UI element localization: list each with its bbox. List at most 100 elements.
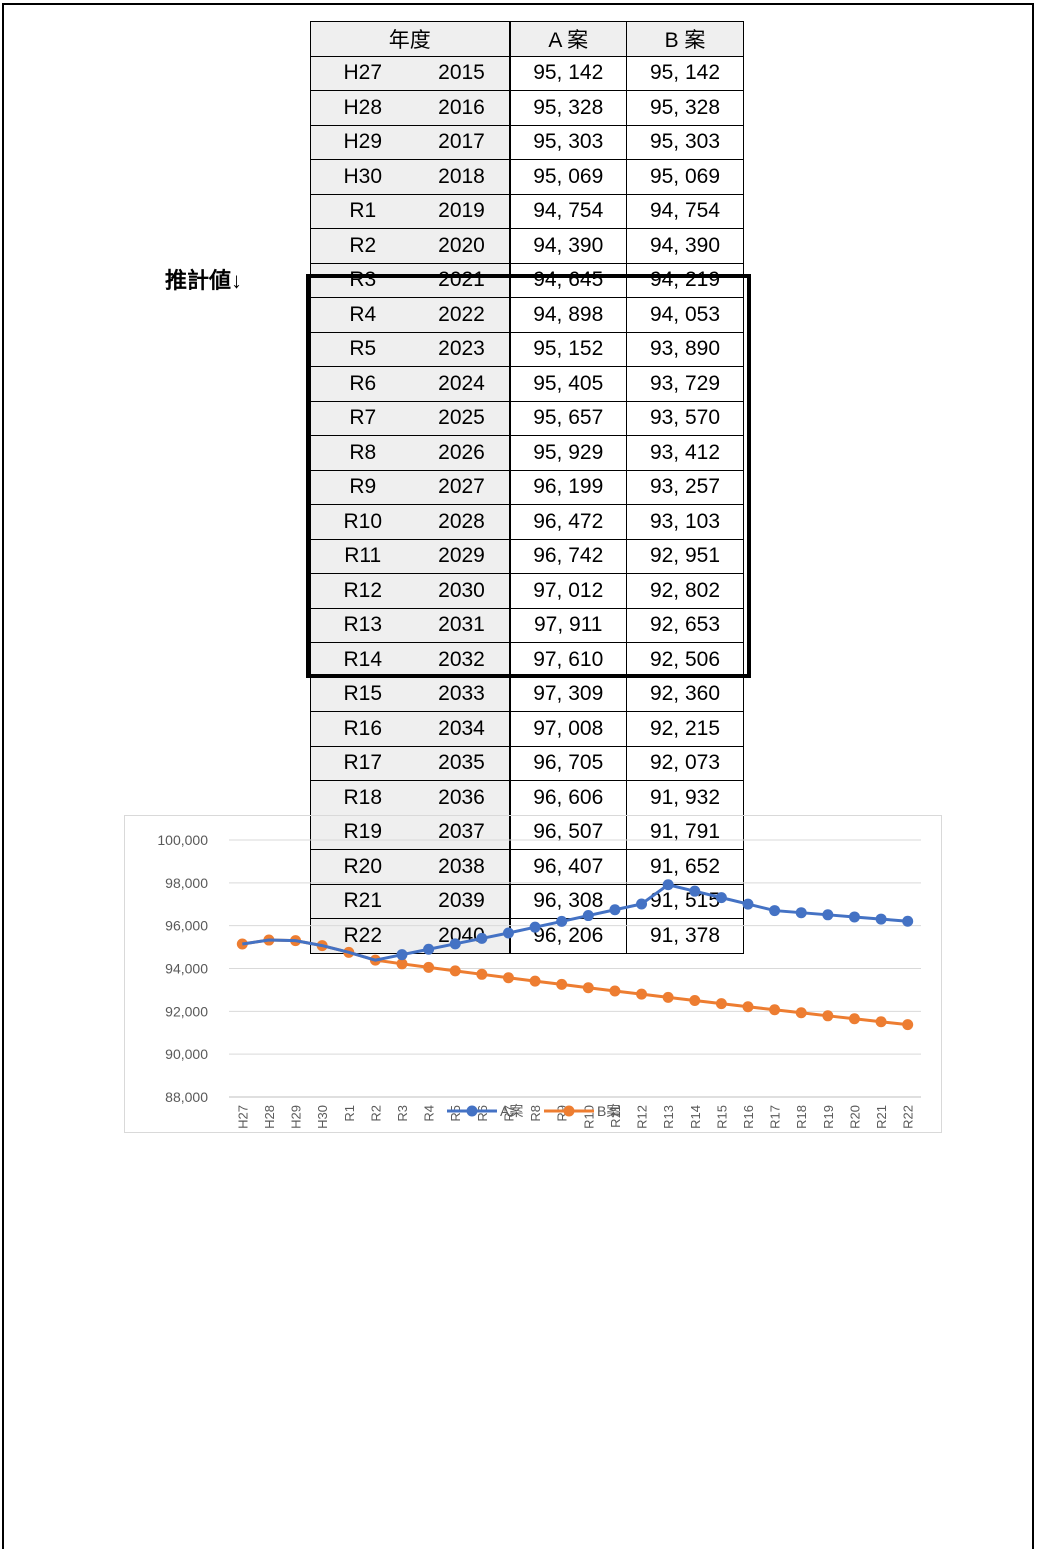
year-cell: 2035 bbox=[414, 745, 511, 781]
table-row: H30 2018 95, 069 95, 069 bbox=[310, 159, 744, 195]
a-plan-cell: 96, 407 bbox=[509, 849, 627, 885]
a-plan-cell: 96, 705 bbox=[509, 745, 627, 781]
x-tick-label: R20 bbox=[847, 1105, 862, 1129]
data-point-b bbox=[236, 938, 248, 950]
year-cell: 2036 bbox=[414, 780, 511, 816]
era-cell: R10 bbox=[310, 504, 415, 540]
year-cell: 2034 bbox=[414, 711, 511, 747]
data-point-a bbox=[396, 949, 408, 961]
year-cell: 2030 bbox=[414, 573, 511, 609]
line-chart: 88,000 90,000 92,000 94,000 96,000 98,000 100,… bbox=[157, 832, 921, 1129]
data-point-b bbox=[423, 961, 435, 973]
year-cell: 2038 bbox=[414, 849, 511, 885]
data-point-b bbox=[636, 988, 648, 1000]
a-plan-cell: 95, 405 bbox=[509, 366, 627, 402]
legend-label-a: A案 bbox=[500, 1103, 523, 1119]
b-plan-cell: 91, 932 bbox=[626, 780, 744, 816]
b-plan-cell: 92, 506 bbox=[626, 642, 744, 678]
data-point-b bbox=[609, 985, 621, 997]
table-row: R2 2020 94, 390 94, 390 bbox=[310, 228, 744, 264]
year-cell: 2032 bbox=[414, 642, 511, 678]
data-point-a bbox=[449, 938, 461, 950]
data-point-b bbox=[902, 1019, 914, 1031]
a-plan-cell: 97, 911 bbox=[509, 607, 627, 643]
x-tick-label: R14 bbox=[688, 1105, 703, 1129]
data-point-b bbox=[769, 1004, 781, 1016]
data-point-a bbox=[822, 909, 834, 921]
year-cell: 2024 bbox=[414, 366, 511, 402]
header-a: A 案 bbox=[509, 21, 627, 57]
y-tick-label: 96,000 bbox=[165, 918, 208, 934]
era-cell: R20 bbox=[310, 849, 415, 885]
y-tick-label: 98,000 bbox=[165, 875, 208, 891]
a-plan-cell: 94, 898 bbox=[509, 297, 627, 333]
era-cell: R18 bbox=[310, 780, 415, 816]
b-plan-cell: 93, 103 bbox=[626, 504, 744, 540]
data-point-a bbox=[662, 879, 674, 891]
era-cell: R12 bbox=[310, 573, 415, 609]
table-row: R20 2038 96, 407 91, 652 bbox=[310, 849, 744, 885]
era-cell: H28 bbox=[310, 90, 415, 126]
b-plan-cell: 94, 219 bbox=[626, 262, 744, 298]
b-plan-cell: 92, 360 bbox=[626, 676, 744, 712]
data-point-a bbox=[769, 905, 781, 917]
y-tick-label: 94,000 bbox=[165, 961, 208, 977]
b-plan-cell: 94, 390 bbox=[626, 228, 744, 264]
x-tick-label: R5 bbox=[448, 1105, 463, 1122]
data-point-b bbox=[476, 968, 488, 980]
b-plan-cell: 91, 378 bbox=[626, 918, 744, 954]
a-plan-cell: 97, 610 bbox=[509, 642, 627, 678]
data-point-a bbox=[476, 932, 488, 944]
b-plan-cell: 92, 073 bbox=[626, 745, 744, 781]
table-row: R4 2022 94, 898 94, 053 bbox=[310, 297, 744, 333]
table-row: R9 2027 96, 199 93, 257 bbox=[310, 469, 744, 505]
x-tick-label: R3 bbox=[395, 1105, 410, 1122]
a-plan-cell: 94, 754 bbox=[509, 193, 627, 229]
table-row: R3 2021 94, 645 94, 219 bbox=[310, 262, 744, 298]
x-tick-label: R22 bbox=[901, 1105, 916, 1129]
table-header-row: 年度 A 案 B 案 bbox=[310, 21, 744, 57]
data-point-a bbox=[502, 927, 514, 939]
b-plan-cell: 92, 951 bbox=[626, 538, 744, 574]
b-plan-cell: 93, 412 bbox=[626, 435, 744, 471]
era-cell: R22 bbox=[310, 918, 415, 954]
x-tick-label: R6 bbox=[475, 1105, 490, 1122]
b-plan-cell: 94, 053 bbox=[626, 297, 744, 333]
data-point-b bbox=[715, 998, 727, 1010]
year-cell: 2027 bbox=[414, 469, 511, 505]
y-tick-label: 92,000 bbox=[165, 1003, 208, 1019]
y-tick-label: 88,000 bbox=[165, 1089, 208, 1105]
legend-marker-b bbox=[563, 1105, 575, 1117]
data-point-b bbox=[556, 978, 568, 990]
b-plan-cell: 92, 802 bbox=[626, 573, 744, 609]
b-plan-cell: 93, 257 bbox=[626, 469, 744, 505]
data-point-a bbox=[795, 907, 807, 919]
data-point-a bbox=[742, 898, 754, 910]
data-point-b bbox=[582, 982, 594, 994]
header-b: B 案 bbox=[626, 21, 744, 57]
series-line-b bbox=[242, 938, 908, 1027]
year-cell: 2026 bbox=[414, 435, 511, 471]
data-point-b bbox=[662, 991, 674, 1003]
year-cell: 2017 bbox=[414, 124, 511, 160]
era-cell: R3 bbox=[310, 262, 415, 298]
legend-label-b: B案 bbox=[597, 1103, 620, 1119]
year-cell: 2022 bbox=[414, 297, 511, 333]
data-point-b bbox=[822, 1010, 834, 1022]
era-cell: R6 bbox=[310, 366, 415, 402]
table-body: H27 2015 95, 142 95, 142 H28 2016 95, 328 95, 3… bbox=[310, 55, 744, 954]
x-tick-label: H28 bbox=[262, 1105, 277, 1129]
table-row: R16 2034 97, 008 92, 215 bbox=[310, 711, 744, 747]
era-cell: R9 bbox=[310, 469, 415, 505]
era-cell: R8 bbox=[310, 435, 415, 471]
a-plan-cell: 97, 012 bbox=[509, 573, 627, 609]
year-cell: 2018 bbox=[414, 159, 511, 195]
data-point-b bbox=[449, 965, 461, 977]
a-plan-cell: 95, 303 bbox=[509, 124, 627, 160]
x-tick-label: R8 bbox=[528, 1105, 543, 1122]
header-year: 年度 bbox=[310, 21, 511, 57]
a-plan-cell: 94, 390 bbox=[509, 228, 627, 264]
data-point-a bbox=[902, 915, 914, 927]
data-point-a bbox=[636, 898, 648, 910]
x-tick-label: R12 bbox=[635, 1105, 650, 1129]
